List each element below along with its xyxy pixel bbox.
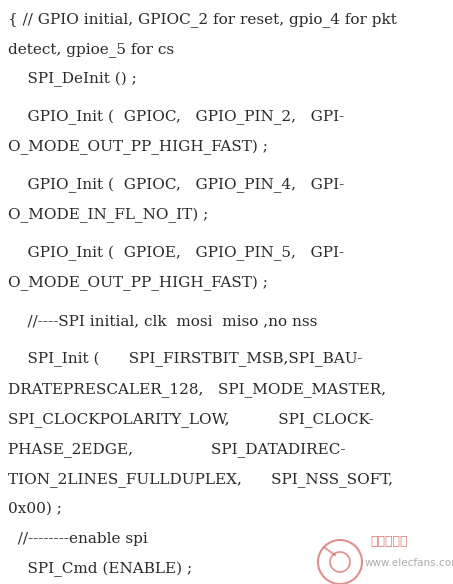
Text: SPI_DeInit () ;: SPI_DeInit () ; [8, 72, 137, 87]
Text: //--------enable spi: //--------enable spi [8, 532, 148, 546]
Text: DRATEPRESCALER_128,   SPI_MODE_MASTER,: DRATEPRESCALER_128, SPI_MODE_MASTER, [8, 382, 386, 397]
Text: O_MODE_IN_FL_NO_IT) ;: O_MODE_IN_FL_NO_IT) ; [8, 208, 208, 223]
Text: 0x00) ;: 0x00) ; [8, 502, 62, 516]
Text: GPIO_Init (  GPIOC,   GPIO_PIN_4,   GPI-: GPIO_Init ( GPIOC, GPIO_PIN_4, GPI- [8, 178, 344, 193]
Text: O_MODE_OUT_PP_HIGH_FAST) ;: O_MODE_OUT_PP_HIGH_FAST) ; [8, 140, 268, 155]
Text: www.elecfans.com: www.elecfans.com [365, 558, 453, 568]
Text: 电子发烧网: 电子发烧网 [370, 535, 408, 548]
Text: detect, gpioe_5 for cs: detect, gpioe_5 for cs [8, 42, 174, 57]
Text: GPIO_Init (  GPIOC,   GPIO_PIN_2,   GPI-: GPIO_Init ( GPIOC, GPIO_PIN_2, GPI- [8, 110, 344, 125]
Text: { // GPIO initial, GPIOC_2 for reset, gpio_4 for pkt: { // GPIO initial, GPIOC_2 for reset, gp… [8, 12, 397, 27]
Text: //----SPI initial, clk  mosi  miso ,no nss: //----SPI initial, clk mosi miso ,no nss [8, 314, 318, 328]
Text: SPI_CLOCKPOLARITY_LOW,          SPI_CLOCK-: SPI_CLOCKPOLARITY_LOW, SPI_CLOCK- [8, 412, 374, 427]
Text: SPI_Init (      SPI_FIRSTBIT_MSB,SPI_BAU-: SPI_Init ( SPI_FIRSTBIT_MSB,SPI_BAU- [8, 352, 362, 367]
Text: O_MODE_OUT_PP_HIGH_FAST) ;: O_MODE_OUT_PP_HIGH_FAST) ; [8, 276, 268, 291]
Text: SPI_Cmd (ENABLE) ;: SPI_Cmd (ENABLE) ; [8, 562, 192, 577]
Text: PHASE_2EDGE,                SPI_DATADIREC-: PHASE_2EDGE, SPI_DATADIREC- [8, 442, 346, 457]
Text: TION_2LINES_FULLDUPLEX,      SPI_NSS_SOFT,: TION_2LINES_FULLDUPLEX, SPI_NSS_SOFT, [8, 472, 393, 487]
Text: GPIO_Init (  GPIOE,   GPIO_PIN_5,   GPI-: GPIO_Init ( GPIOE, GPIO_PIN_5, GPI- [8, 246, 344, 261]
